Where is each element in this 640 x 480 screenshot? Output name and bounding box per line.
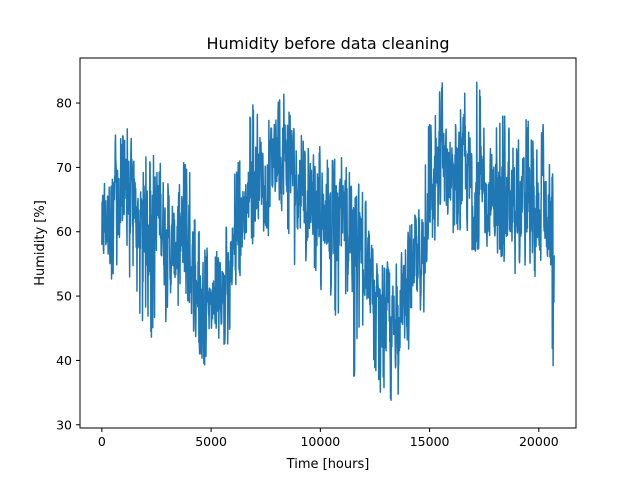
y-tick-label: 30: [56, 417, 72, 432]
y-tick-label: 80: [56, 96, 72, 111]
x-tick-label: 15000: [410, 434, 450, 449]
x-tick-label: 20000: [519, 434, 559, 449]
y-tick-label: 60: [56, 224, 72, 239]
x-tick-label: 5000: [195, 434, 227, 449]
axes-frame: [79, 57, 577, 429]
x-tick-label: 10000: [300, 434, 340, 449]
x-axis: 0 5000 10000 15000 20000: [98, 428, 559, 449]
y-axis-label: Humidity [%]: [33, 200, 48, 286]
plot-area: [101, 81, 555, 401]
x-axis-label: Time [hours]: [286, 457, 370, 472]
y-axis: 30 40 50 60 70 80: [56, 96, 80, 432]
x-tick-label: 0: [98, 434, 106, 449]
y-tick-label: 40: [56, 353, 72, 368]
humidity-series-line: [101, 81, 555, 401]
y-tick-label: 70: [56, 160, 72, 175]
chart-title: Humidity before data cleaning: [206, 34, 449, 53]
y-tick-label: 50: [56, 289, 72, 304]
